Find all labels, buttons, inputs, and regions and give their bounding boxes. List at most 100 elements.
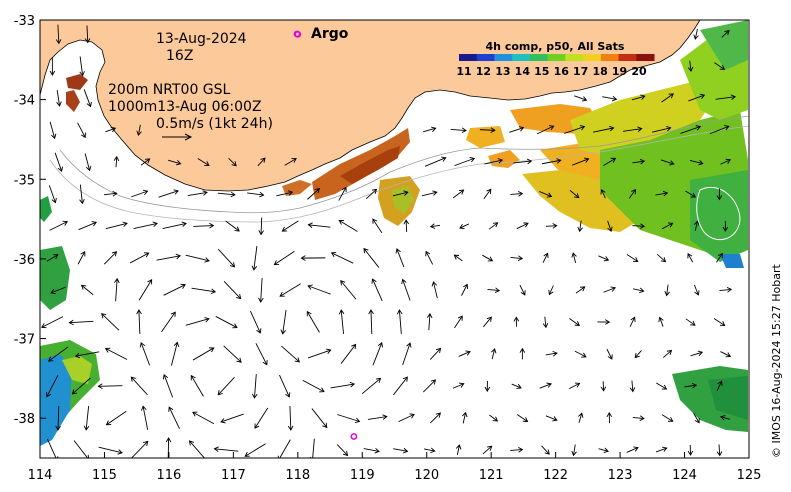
current-arrow: [46, 254, 59, 262]
current-arrow: [622, 126, 643, 132]
current-arrow: [687, 252, 694, 263]
current-arrow: [330, 381, 356, 389]
current-arrow: [489, 414, 499, 422]
current-arrow: [101, 313, 120, 331]
current-arrow: [722, 220, 729, 232]
current-arrow: [79, 184, 85, 205]
date-label: 13-Aug-2024: [156, 31, 247, 47]
current-arrow: [634, 350, 642, 359]
current-arrow: [720, 415, 730, 421]
current-arrow: [281, 220, 299, 232]
current-arrow: [223, 281, 242, 300]
current-arrow: [49, 56, 56, 76]
current-arrow: [213, 446, 239, 452]
x-tick-label: 116: [156, 468, 181, 483]
current-arrow: [429, 223, 441, 229]
current-arrow: [307, 222, 331, 228]
current-arrow: [47, 346, 69, 362]
colorbar-tick-label: 12: [476, 65, 491, 78]
current-arrow: [168, 159, 182, 166]
current-arrow: [340, 343, 357, 364]
current-arrow: [225, 220, 240, 232]
colorbar-tick-label: 17: [573, 65, 588, 78]
current-arrow: [193, 222, 215, 229]
current-arrow: [74, 351, 100, 359]
current-arrow: [510, 255, 524, 261]
current-arrow: [338, 309, 345, 334]
colorbar-segment: [547, 54, 566, 61]
current-arrow: [424, 156, 447, 167]
current-arrow: [513, 316, 520, 327]
current-arrow: [191, 287, 217, 295]
current-arrow: [458, 350, 471, 357]
current-arrow: [510, 191, 524, 197]
current-arrow: [185, 254, 210, 263]
current-arrow: [539, 382, 552, 389]
colorbar-tick-label: 19: [612, 65, 627, 78]
current-arrow: [685, 318, 696, 326]
current-arrow: [80, 284, 94, 296]
current-arrow: [709, 125, 730, 135]
current-arrow: [578, 412, 584, 423]
current-arrow: [55, 405, 61, 431]
current-arrow: [190, 374, 204, 397]
current-arrow: [541, 445, 550, 455]
current-arrow: [217, 191, 236, 198]
current-arrow: [716, 252, 723, 263]
current-arrow: [49, 121, 57, 140]
current-arrow: [170, 341, 180, 366]
argo-legend-marker: [293, 30, 301, 38]
current-arrow: [77, 122, 86, 139]
current-arrow: [258, 217, 264, 236]
current-arrow: [545, 350, 558, 357]
y-tick-label: -38: [14, 412, 35, 427]
current-arrow: [56, 90, 62, 107]
current-arrow: [71, 377, 91, 395]
current-arrow: [372, 342, 383, 366]
colorbar-tick-label: 16: [554, 65, 570, 78]
current-arrow: [50, 286, 66, 295]
current-arrows: [41, 24, 737, 458]
current-arrow: [542, 252, 549, 263]
current-arrow: [606, 348, 613, 360]
current-arrow: [192, 411, 215, 425]
current-arrow: [273, 250, 295, 266]
current-arrow: [361, 377, 382, 395]
current-arrow: [721, 30, 730, 38]
current-arrow: [130, 376, 148, 396]
colorbar-segment: [636, 54, 655, 61]
y-tick-label: -33: [14, 14, 35, 29]
colorbar-segment: [583, 54, 602, 61]
current-arrow: [113, 155, 120, 168]
current-arrow: [483, 188, 492, 199]
current-arrow: [105, 126, 117, 133]
current-arrow: [577, 220, 583, 233]
current-arrow: [280, 310, 287, 335]
current-arrow: [73, 440, 90, 458]
x-axis: 114 115 116 117 118 119 120 121 122 123 124 125: [28, 452, 761, 483]
current-arrow: [104, 347, 128, 360]
current-arrow: [684, 382, 698, 389]
current-arrow: [519, 284, 526, 296]
current-arrow: [574, 95, 588, 102]
current-arrow: [371, 278, 383, 302]
current-arrow: [97, 383, 123, 389]
current-arrow: [251, 374, 258, 399]
current-arrow: [631, 94, 646, 101]
current-arrow: [136, 309, 142, 335]
current-arrow: [338, 186, 347, 201]
current-arrow: [454, 315, 463, 329]
current-arrow: [694, 284, 700, 296]
current-arrow: [55, 24, 62, 45]
current-arrow: [220, 413, 244, 424]
current-arrow: [632, 415, 645, 421]
current-arrow: [713, 318, 726, 327]
current-arrow: [84, 25, 91, 44]
current-arrow: [363, 247, 380, 268]
current-arrow: [129, 252, 150, 264]
x-tick-label: 115: [92, 468, 117, 483]
current-arrow: [516, 222, 529, 230]
current-arrow: [606, 411, 613, 424]
current-arrow: [396, 309, 403, 334]
current-arrow: [484, 158, 504, 165]
